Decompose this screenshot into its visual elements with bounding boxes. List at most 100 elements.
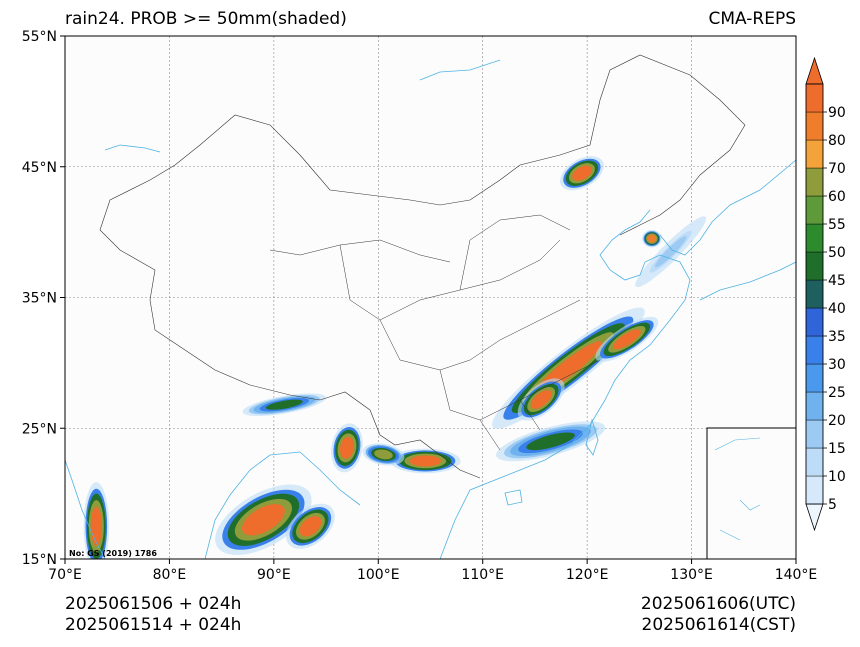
- coastline: [65, 459, 106, 559]
- colorbar-extend-high: [805, 56, 824, 85]
- country-border: [99, 229, 481, 479]
- lon-tick-label: 120°E: [566, 567, 609, 583]
- lon-tick-label: 110°E: [461, 567, 504, 583]
- rain-region-tibet-south: [242, 393, 326, 417]
- rain-contour: [90, 506, 102, 546]
- coastline: [439, 209, 691, 559]
- rain-region-northeast-inner-mongolia: [559, 156, 604, 191]
- valid-time: 2025061606(UTC) 2025061614(CST): [641, 594, 796, 636]
- rain-region-bay-of-bengal-east: [286, 503, 335, 549]
- colorbar-label: 70: [828, 161, 846, 177]
- inset-coastline: [714, 437, 761, 541]
- valid-utc: 2025061606(UTC): [640, 594, 796, 614]
- country-border: [99, 54, 746, 236]
- colorbar-label: 90: [828, 105, 846, 121]
- colorbar-label: 45: [828, 273, 846, 289]
- rain-region-myanmar: [331, 423, 363, 473]
- colorbar-extend-low: [805, 503, 824, 532]
- forecast-map: No: GS (2019) 1786 70°E 80°E 90°E 100°E 110°…: [22, 29, 846, 583]
- rain-contour: [409, 455, 441, 467]
- coastline: [204, 451, 361, 559]
- rain-contour: [374, 449, 393, 460]
- lon-tick-label: 80°E: [153, 567, 187, 583]
- init-cst: 2025061514 + 024h: [65, 615, 242, 635]
- colorbar-label: 60: [828, 189, 846, 205]
- colorbar-outline: [805, 83, 824, 505]
- lon-tick-label: 90°E: [257, 567, 291, 583]
- lon-tick-label: 100°E: [357, 567, 400, 583]
- lon-tick-label: 140°E: [775, 567, 818, 583]
- lat-tick-label: 45°N: [22, 160, 57, 176]
- colorbar-segment: [805, 391, 824, 421]
- rain-contour: [339, 436, 355, 459]
- colorbar-label: 50: [828, 245, 846, 261]
- colorbar-segment: [805, 111, 824, 141]
- coastline: [659, 159, 796, 256]
- rain-region-arabian-west: [83, 482, 110, 559]
- colorbar: 5 10 15 20 25 30 35 40 45 50 55 60 70 80 90: [805, 56, 846, 532]
- valid-cst: 2025061614(CST): [641, 615, 796, 635]
- map-approval-number: No: GS (2019) 1786: [69, 549, 157, 558]
- rain-region-guangxi-yunnan: [390, 448, 461, 474]
- map-title: rain24. PROB >= 50mm(shaded): [65, 9, 347, 29]
- rain-contour: [647, 234, 657, 243]
- colorbar-segment: [805, 419, 824, 449]
- colorbar-segment: [805, 447, 824, 477]
- lat-tick-label: 15°N: [22, 552, 57, 568]
- colorbar-segment: [805, 195, 824, 225]
- model-name: CMA-REPS: [708, 9, 796, 29]
- lat-tick-label: 35°N: [22, 291, 57, 307]
- colorbar-label: 80: [828, 133, 846, 149]
- rain-contour: [612, 329, 641, 350]
- rain-probability-shading: [83, 156, 707, 559]
- colorbar-label: 10: [828, 469, 846, 485]
- init-time: 2025061506 + 024h 2025061514 + 024h: [65, 594, 241, 636]
- rain-contour: [526, 432, 575, 451]
- rain-contour: [299, 516, 322, 537]
- rain-region-jiangnan-band-west: [517, 378, 565, 421]
- rain-region-ne-korea-sea: [635, 216, 707, 288]
- rain-region-bay-of-bengal: [215, 484, 312, 556]
- colorbar-segment: [805, 223, 824, 253]
- coastline: [585, 418, 599, 456]
- colorbar-segment: [805, 167, 824, 197]
- colorbar-label: 55: [828, 217, 846, 233]
- colorbar-label: 5: [828, 497, 837, 513]
- colorbar-label: 35: [828, 329, 846, 345]
- colorbar-label: 20: [828, 413, 846, 429]
- coastline: [419, 59, 501, 81]
- rain-region-southern-china-coast: [496, 421, 606, 462]
- coastline: [104, 144, 161, 153]
- colorbar-segment: [805, 335, 824, 365]
- longitude-ticks: 70°E 80°E 90°E 100°E 110°E 120°E 130°E 140°E: [48, 559, 817, 583]
- colorbar-label: 25: [828, 385, 846, 401]
- rain-contour: [530, 390, 552, 409]
- colorbar-segment: [805, 279, 824, 309]
- rain-contour: [265, 399, 303, 410]
- colorbar-segment: [805, 307, 824, 337]
- coastline: [504, 489, 523, 506]
- colorbar-label: 40: [828, 301, 846, 317]
- rain-contour: [654, 235, 687, 268]
- colorbar-segment: [805, 363, 824, 393]
- lon-tick-label: 70°E: [48, 567, 82, 583]
- colorbar-segment: [805, 475, 824, 505]
- colorbar-segment: [805, 251, 824, 281]
- province-border: [269, 214, 601, 451]
- coastline: [699, 261, 796, 301]
- rain-region-jiangnan-band-east: [595, 316, 659, 362]
- colorbar-segment: [805, 139, 824, 169]
- colorbar-label: 30: [828, 357, 846, 373]
- colorbar-label: 15: [828, 441, 846, 457]
- latitude-ticks: 15°N 25°N 35°N 45°N 55°N: [22, 29, 65, 568]
- rain-region-northeast-jilin: [642, 229, 662, 248]
- rain-contour: [241, 504, 285, 536]
- colorbar-segment: [805, 83, 824, 113]
- lat-tick-label: 25°N: [22, 421, 57, 437]
- lon-tick-label: 130°E: [670, 567, 713, 583]
- rain-region-yunnan-south: [362, 443, 405, 466]
- rain-contour: [572, 165, 592, 181]
- init-utc: 2025061506 + 024h: [65, 594, 242, 614]
- lat-tick-label: 55°N: [22, 29, 57, 45]
- south-china-sea-inset: [706, 427, 797, 560]
